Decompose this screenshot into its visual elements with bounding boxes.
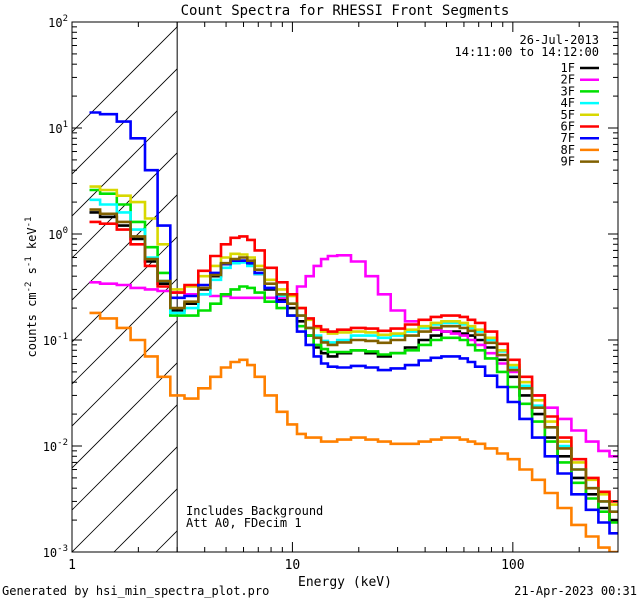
series-3F-line xyxy=(89,188,618,524)
series-9F-line xyxy=(89,208,618,513)
legend-label-3F: 3F xyxy=(561,84,575,98)
legend-label-8F: 8F xyxy=(561,143,575,157)
axis-ticks: 1 10 100 10-3 10-2 10-1 100 101 102 xyxy=(43,14,619,573)
hatch-line xyxy=(72,362,177,469)
y-tick-label: 100 xyxy=(48,226,68,242)
y-tick-label: 102 xyxy=(48,14,68,30)
hatch-line xyxy=(72,152,177,259)
y-tick-label: 10-3 xyxy=(43,544,68,560)
legend-label-4F: 4F xyxy=(561,96,575,110)
series-4F-line xyxy=(89,198,618,513)
hatch-line xyxy=(72,68,177,175)
y-axis-label: counts cm-2 s-1 keV-1 xyxy=(24,217,39,358)
y-tick-label: 101 xyxy=(48,120,68,136)
annotation-attenuator: Att A0, FDecim 1 xyxy=(186,516,302,530)
x-tick-label: 10 xyxy=(285,558,301,573)
hatch-line xyxy=(72,446,177,552)
legend-label-5F: 5F xyxy=(561,108,575,122)
hatch-line xyxy=(72,26,177,133)
series-5F-line xyxy=(89,185,618,506)
hatch-line xyxy=(72,320,177,427)
generated-by: Generated by hsi_min_spectra_plot.pro xyxy=(2,584,269,598)
y-tick-label: 10-2 xyxy=(43,438,68,454)
hatch-line xyxy=(72,236,177,343)
hatch-line xyxy=(618,22,640,552)
date-label: 26-Jul-2013 xyxy=(520,33,599,47)
legend-label-7F: 7F xyxy=(561,131,575,145)
x-axis-label: Energy (keV) xyxy=(298,575,392,590)
x-tick-label: 100 xyxy=(501,558,524,573)
timestamp: 21-Apr-2023 00:31 xyxy=(514,584,637,598)
x-tick-label: 1 xyxy=(68,558,76,573)
y-tick-label: 10-1 xyxy=(43,332,68,348)
hatch-line xyxy=(408,22,640,552)
hatch-line xyxy=(72,278,177,385)
time-range-label: 14:11:00 to 14:12:00 xyxy=(455,45,600,59)
series-6F-line xyxy=(89,220,618,503)
legend-label-2F: 2F xyxy=(561,73,575,87)
hatch-line xyxy=(72,194,177,301)
hatched-region xyxy=(72,22,640,552)
legend-label-9F: 9F xyxy=(561,155,575,169)
legend-label-1F: 1F xyxy=(561,61,575,75)
series-7F-line xyxy=(89,111,618,535)
chart-title: Count Spectra for RHESSI Front Segments xyxy=(181,3,510,19)
series-8F-line xyxy=(89,311,618,552)
legend-label-6F: 6F xyxy=(561,120,575,134)
hatch-line xyxy=(366,22,640,552)
hatch-line xyxy=(324,22,640,552)
hatch-line xyxy=(72,404,177,511)
plot-frame xyxy=(71,21,619,553)
annotation-background: Includes Background xyxy=(186,504,323,518)
series-layer xyxy=(89,111,618,552)
hatch-line xyxy=(450,22,640,552)
